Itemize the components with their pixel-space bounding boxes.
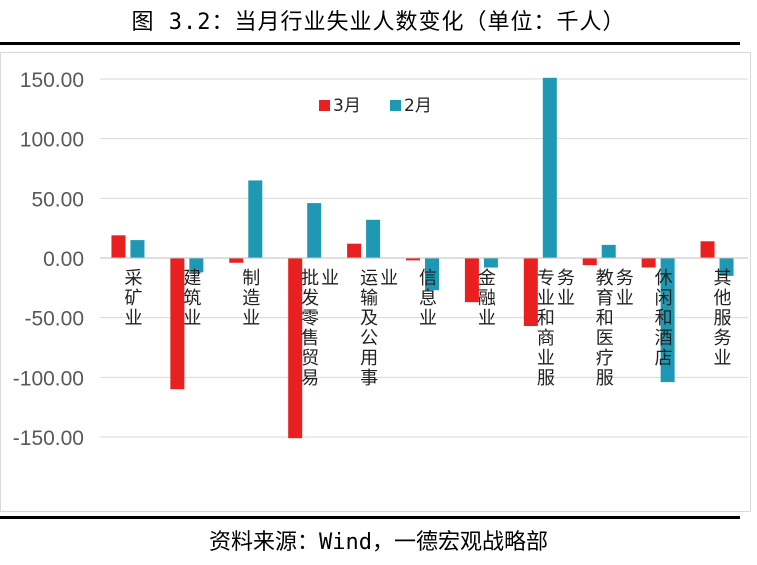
- bar-march: [641, 258, 656, 268]
- y-tick-label: 150.00: [20, 69, 84, 92]
- bottom-rule: [0, 516, 740, 519]
- legend-label: 3月: [333, 96, 361, 116]
- bar-march: [700, 241, 715, 258]
- category-label: 专业和商业服: [537, 268, 555, 389]
- category-label: 信息业: [419, 268, 437, 329]
- bar-february: [130, 240, 145, 258]
- category-label: 务业: [557, 268, 575, 309]
- bar-february: [601, 244, 616, 258]
- legend-swatch: [319, 100, 330, 111]
- y-tick-label: -150.00: [13, 427, 84, 450]
- bar-march: [406, 258, 420, 261]
- category-label: 批发零售贸易: [301, 268, 319, 389]
- category-label: 其他服务业: [714, 268, 732, 369]
- category-label: 金融业: [478, 268, 496, 329]
- category-label: 教育和医疗服: [596, 268, 614, 389]
- bar-march: [229, 258, 244, 263]
- y-axis-ticks: 150.00 100.00 50.00 0.00 -50.00 -100.00 -150.0…: [13, 69, 84, 450]
- bar-march: [464, 258, 479, 303]
- bar-february: [719, 258, 734, 276]
- y-tick-label: 100.00: [20, 129, 84, 152]
- category-label: 运输及公用事: [360, 268, 378, 389]
- bar-february: [248, 180, 263, 258]
- bar-chart: 150.00 100.00 50.00 0.00 -50.00 -100.00 -150.0…: [13, 69, 748, 450]
- category-label: 采矿业: [124, 268, 142, 329]
- category-label: 休闲和酒店: [655, 268, 673, 369]
- category-label: 业: [380, 268, 398, 289]
- y-tick-label: 50.00: [31, 188, 84, 211]
- bar-february: [307, 203, 322, 258]
- bar-february: [189, 258, 204, 273]
- category-label: 制造业: [242, 268, 260, 329]
- bar-march: [170, 258, 185, 390]
- chart-frame: [0, 52, 751, 512]
- bar-march: [111, 235, 126, 258]
- figure-title: 图 3.2：当月行业失业人数变化（单位：千人）: [131, 10, 626, 35]
- legend-label: 2月: [404, 96, 432, 116]
- category-label: 务业: [616, 268, 634, 309]
- bar-march: [582, 258, 597, 266]
- y-tick-label: -50.00: [24, 308, 84, 331]
- bars: [111, 77, 734, 439]
- category-label: 建筑业: [183, 268, 201, 329]
- bar-february: [366, 219, 381, 258]
- category-label: 业: [321, 268, 339, 289]
- bar-february: [542, 77, 557, 258]
- bar-march: [288, 258, 303, 439]
- legend-swatch: [390, 100, 401, 111]
- source-note: 资料来源：Wind，一德宏观战略部: [209, 530, 548, 555]
- bar-february: [425, 258, 439, 291]
- top-rule: [0, 42, 740, 45]
- bar-march: [523, 258, 538, 327]
- y-tick-label: 0.00: [43, 248, 84, 271]
- y-tick-label: -100.00: [13, 367, 84, 390]
- bar-february: [483, 258, 498, 268]
- bar-february: [660, 258, 675, 383]
- bar-march: [347, 243, 362, 258]
- gridlines: [100, 78, 748, 438]
- legend: 3月 2月: [319, 96, 432, 116]
